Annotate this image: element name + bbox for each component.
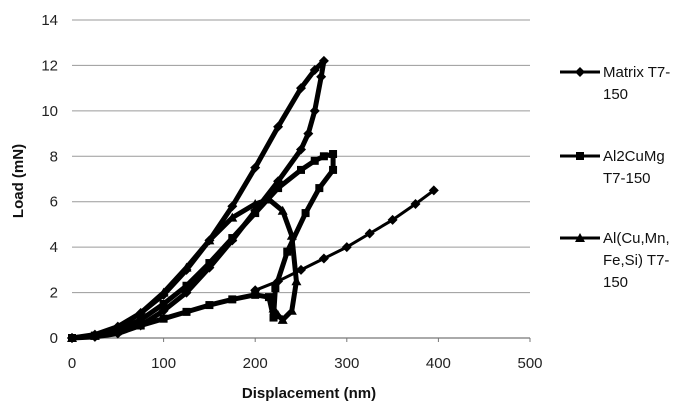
data-point — [273, 121, 284, 132]
data-point — [182, 307, 191, 316]
y-tick-label: 8 — [50, 148, 58, 165]
data-point — [250, 162, 261, 173]
data-point — [136, 315, 145, 324]
legend-item-1: Matrix T7- 150 — [560, 64, 670, 103]
legend-item-3: Al(Cu,Mn, Fe,Si) T7- 150 — [560, 230, 670, 291]
data-point — [301, 209, 310, 218]
data-point — [274, 184, 283, 193]
data-point — [205, 301, 214, 310]
data-point — [89, 330, 100, 340]
data-point — [291, 276, 302, 286]
data-point — [228, 295, 237, 304]
data-point — [159, 299, 168, 308]
data-point — [316, 71, 327, 82]
axes — [71, 337, 531, 342]
data-point — [227, 212, 238, 222]
data-point — [250, 285, 261, 296]
data-point — [273, 310, 284, 320]
series-layer — [67, 55, 439, 343]
data-point — [303, 128, 314, 139]
data-point — [318, 253, 329, 264]
data-point — [315, 184, 324, 193]
data-point — [310, 156, 319, 165]
square-marker-icon — [576, 152, 584, 160]
legend: Matrix T7- 150 Al2CuMg T7-150 Al(Cu,Mn, Fe,Si… — [560, 64, 670, 291]
x-tick-label: 500 — [517, 355, 542, 372]
data-point — [227, 201, 238, 212]
data-point — [309, 64, 320, 75]
data-point — [135, 308, 146, 318]
data-point — [309, 105, 320, 116]
y-tick-label: 0 — [50, 330, 58, 347]
data-point — [182, 281, 191, 290]
legend-label: Al2CuMg — [603, 148, 665, 165]
data-point — [181, 262, 192, 272]
x-tick-label: 100 — [151, 355, 176, 372]
legend-label: 150 — [603, 86, 628, 103]
series-line — [69, 58, 327, 341]
series-1 — [67, 55, 329, 343]
data-point — [296, 264, 306, 275]
data-point — [364, 228, 375, 239]
data-point — [283, 247, 292, 256]
data-point — [250, 198, 261, 208]
tick-labels: 0 2 4 6 8 10 12 14 0 100 200 300 400 500 — [41, 12, 542, 372]
y-tick-label: 14 — [41, 12, 58, 29]
data-point — [264, 293, 273, 302]
data-point — [341, 242, 352, 253]
data-point — [228, 234, 237, 243]
data-point — [269, 313, 278, 322]
gridlines — [72, 19, 530, 294]
data-point — [277, 314, 288, 324]
legend-label: 150 — [603, 274, 628, 291]
legend-label: T7-150 — [603, 170, 651, 187]
data-point — [159, 314, 168, 323]
x-tick-label: 0 — [68, 355, 76, 372]
y-tick-label: 10 — [41, 103, 58, 120]
legend-label: Al(Cu,Mn, — [603, 230, 670, 247]
data-point — [251, 209, 260, 218]
data-point — [204, 235, 215, 245]
series-3 — [67, 194, 302, 342]
data-point — [268, 303, 279, 313]
data-point — [286, 230, 297, 240]
data-point — [387, 214, 398, 225]
data-point — [297, 165, 305, 174]
data-point — [67, 333, 77, 342]
data-point — [329, 165, 338, 174]
data-point — [329, 150, 338, 159]
data-point — [410, 198, 421, 209]
legend-label: Matrix T7- — [603, 64, 670, 81]
y-tick-label: 12 — [41, 57, 58, 74]
legend-label: Fe,Si) T7- — [603, 252, 669, 269]
data-point — [273, 276, 284, 287]
legend-item-2: Al2CuMg T7-150 — [560, 148, 665, 187]
series-4 — [250, 185, 439, 296]
triangle-marker-icon — [575, 233, 585, 242]
data-point — [286, 305, 297, 315]
data-point — [112, 322, 123, 332]
data-point — [205, 259, 214, 268]
diamond-marker-icon — [575, 67, 585, 77]
x-tick-label: 300 — [334, 355, 359, 372]
data-point — [263, 194, 274, 204]
x-tick-label: 400 — [426, 355, 451, 372]
x-tick-label: 200 — [243, 355, 268, 372]
data-point — [158, 287, 169, 297]
data-point — [428, 185, 439, 196]
y-tick-label: 2 — [50, 285, 58, 302]
y-tick-label: 4 — [50, 239, 58, 256]
data-point — [318, 55, 329, 66]
data-point — [136, 321, 145, 330]
data-point — [277, 205, 288, 215]
data-point — [271, 284, 280, 293]
data-point — [296, 144, 306, 155]
x-axis-title: Displacement (nm) — [242, 385, 376, 402]
y-tick-label: 6 — [50, 194, 58, 211]
data-point — [319, 152, 328, 161]
y-axis-title: Load (mN) — [10, 144, 27, 218]
data-point — [296, 83, 306, 94]
